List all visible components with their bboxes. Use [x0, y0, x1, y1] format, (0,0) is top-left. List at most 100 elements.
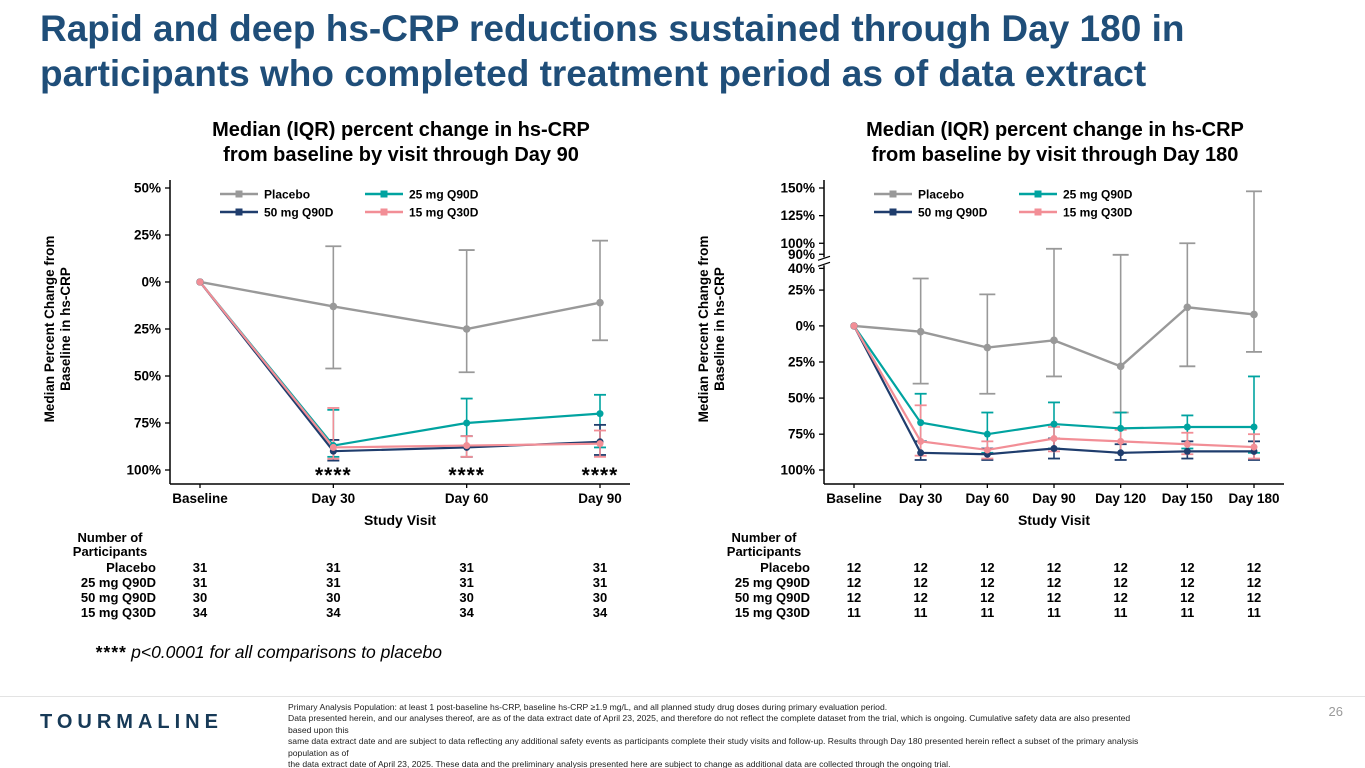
disclaimer-line: Data presented herein, and our analyses …	[288, 713, 1131, 735]
significance-text: p<0.0001 for all comparisons to placebo	[131, 642, 442, 662]
svg-text:12: 12	[1180, 575, 1194, 590]
x-axis: Baseline Day 30 Day 60 Day 90 Study Visit	[170, 483, 630, 528]
svg-text:12: 12	[980, 560, 994, 575]
disclaimer-line: same data extract date and are subject t…	[288, 736, 1139, 758]
svg-text:31: 31	[193, 575, 207, 590]
svg-text:75%: 75%	[788, 427, 815, 442]
svg-text:12: 12	[1047, 590, 1061, 605]
svg-text:11: 11	[1114, 605, 1128, 620]
svg-text:11: 11	[1047, 605, 1061, 620]
chart-panel-day90: Median (IQR) percent change in hs-CRP fr…	[28, 118, 668, 626]
svg-text:50 mg Q90D: 50 mg Q90D	[81, 590, 156, 605]
svg-text:Day 60: Day 60	[966, 491, 1010, 506]
svg-text:15 mg Q30D: 15 mg Q30D	[81, 605, 156, 620]
svg-text:15 mg Q30D: 15 mg Q30D	[1063, 206, 1133, 220]
svg-text:Day 90: Day 90	[1032, 491, 1076, 506]
y-axis: 50% 25% 0% 25% 50% 75% 100%	[126, 180, 171, 484]
svg-text:12: 12	[980, 575, 994, 590]
svg-text:11: 11	[980, 605, 994, 620]
svg-text:12: 12	[913, 560, 927, 575]
svg-text:40%: 40%	[788, 261, 815, 276]
svg-text:31: 31	[193, 560, 207, 575]
svg-text:34: 34	[459, 605, 474, 620]
svg-text:Number of: Number of	[78, 530, 144, 545]
svg-text:12: 12	[1113, 590, 1127, 605]
svg-text:Participants: Participants	[73, 544, 147, 559]
svg-text:12: 12	[1180, 590, 1194, 605]
error-bars-placebo	[325, 239, 608, 374]
svg-text:12: 12	[1247, 560, 1261, 575]
svg-text:0%: 0%	[795, 318, 815, 333]
svg-text:Placebo: Placebo	[106, 560, 156, 575]
chart-title-day90-line2: from baseline by visit through Day 90	[223, 144, 579, 166]
svg-text:34: 34	[193, 605, 208, 620]
footer: TOURMALINE Primary Analysis Population: …	[0, 696, 1365, 768]
svg-text:150%: 150%	[780, 181, 815, 196]
series-line-placebo	[199, 280, 601, 331]
svg-text:31: 31	[459, 575, 473, 590]
svg-text:34: 34	[593, 605, 608, 620]
chart-day180-svg: 150%125%100%90%40%25%0%25%50%75%100%Base…	[696, 180, 1284, 620]
svg-text:Day 30: Day 30	[899, 491, 943, 506]
svg-text:Participants: Participants	[727, 544, 801, 559]
svg-text:****: ****	[315, 464, 352, 487]
svg-text:12: 12	[1247, 590, 1261, 605]
svg-text:Baseline: Baseline	[826, 491, 882, 506]
svg-text:****: ****	[582, 464, 619, 487]
svg-text:11: 11	[914, 605, 928, 620]
svg-text:12: 12	[1247, 575, 1261, 590]
svg-text:Placebo: Placebo	[918, 188, 964, 202]
svg-text:Day 90: Day 90	[578, 491, 622, 506]
series-markers-50-mg-q90d	[196, 278, 604, 455]
svg-text:50 mg Q90D: 50 mg Q90D	[918, 206, 988, 220]
chart-title-day90-line1: Median (IQR) percent change in hs-CRP	[212, 119, 590, 141]
svg-text:75%: 75%	[134, 415, 161, 430]
series-markers-25-mg-q90d	[196, 278, 604, 450]
svg-text:125%: 125%	[780, 208, 815, 223]
error-bars-25-mg-q90d	[914, 375, 1260, 454]
svg-text:100%: 100%	[126, 463, 161, 478]
slide-title-line1: Rapid and deep hs-CRP reductions sustain…	[40, 8, 1185, 49]
chart-panels: Median (IQR) percent change in hs-CRP fr…	[28, 118, 1322, 626]
chart-title-day180-line2: from baseline by visit through Day 180	[871, 144, 1239, 166]
significance-stars: ****	[95, 642, 127, 662]
series-markers-15-mg-q30d	[196, 278, 604, 451]
chart-legend: Placebo 25 mg Q90D 50 mg Q90D 15 mg Q30D	[220, 188, 479, 220]
svg-text:****: ****	[448, 464, 485, 487]
svg-text:Day 150: Day 150	[1162, 491, 1213, 506]
svg-text:15 mg Q30D: 15 mg Q30D	[735, 605, 810, 620]
svg-text:Day 180: Day 180	[1228, 491, 1279, 506]
svg-text:12: 12	[1113, 575, 1127, 590]
svg-text:31: 31	[326, 560, 340, 575]
svg-text:11: 11	[847, 605, 861, 620]
svg-text:25%: 25%	[134, 228, 161, 243]
series-line-15-mg-q30d	[199, 281, 601, 449]
svg-text:12: 12	[847, 590, 861, 605]
svg-text:31: 31	[593, 560, 607, 575]
svg-text:25%: 25%	[788, 283, 815, 298]
svg-text:25%: 25%	[788, 354, 815, 369]
svg-text:12: 12	[913, 590, 927, 605]
page-number: 26	[1328, 704, 1343, 719]
svg-text:30: 30	[326, 590, 340, 605]
chart-title-day90: Median (IQR) percent change in hs-CRP fr…	[166, 118, 636, 168]
svg-text:12: 12	[847, 560, 861, 575]
error-bars-placebo	[912, 190, 1262, 414]
svg-text:25 mg Q90D: 25 mg Q90D	[81, 575, 156, 590]
svg-text:12: 12	[1180, 560, 1194, 575]
svg-text:90%: 90%	[788, 247, 815, 262]
svg-text:12: 12	[847, 575, 861, 590]
svg-text:Number of: Number of	[732, 530, 798, 545]
svg-text:0%: 0%	[141, 274, 161, 289]
series-markers-placebo	[196, 278, 604, 333]
tourmaline-logo: TOURMALINE	[40, 711, 223, 733]
x-axis-title: Study Visit	[1018, 512, 1090, 528]
svg-text:25 mg Q90D: 25 mg Q90D	[735, 575, 810, 590]
svg-text:12: 12	[1047, 575, 1061, 590]
svg-text:25%: 25%	[134, 322, 161, 337]
svg-text:100%: 100%	[780, 236, 815, 251]
svg-text:Baseline: Baseline	[172, 491, 228, 506]
significance-markers: **** **** ****	[315, 464, 619, 487]
